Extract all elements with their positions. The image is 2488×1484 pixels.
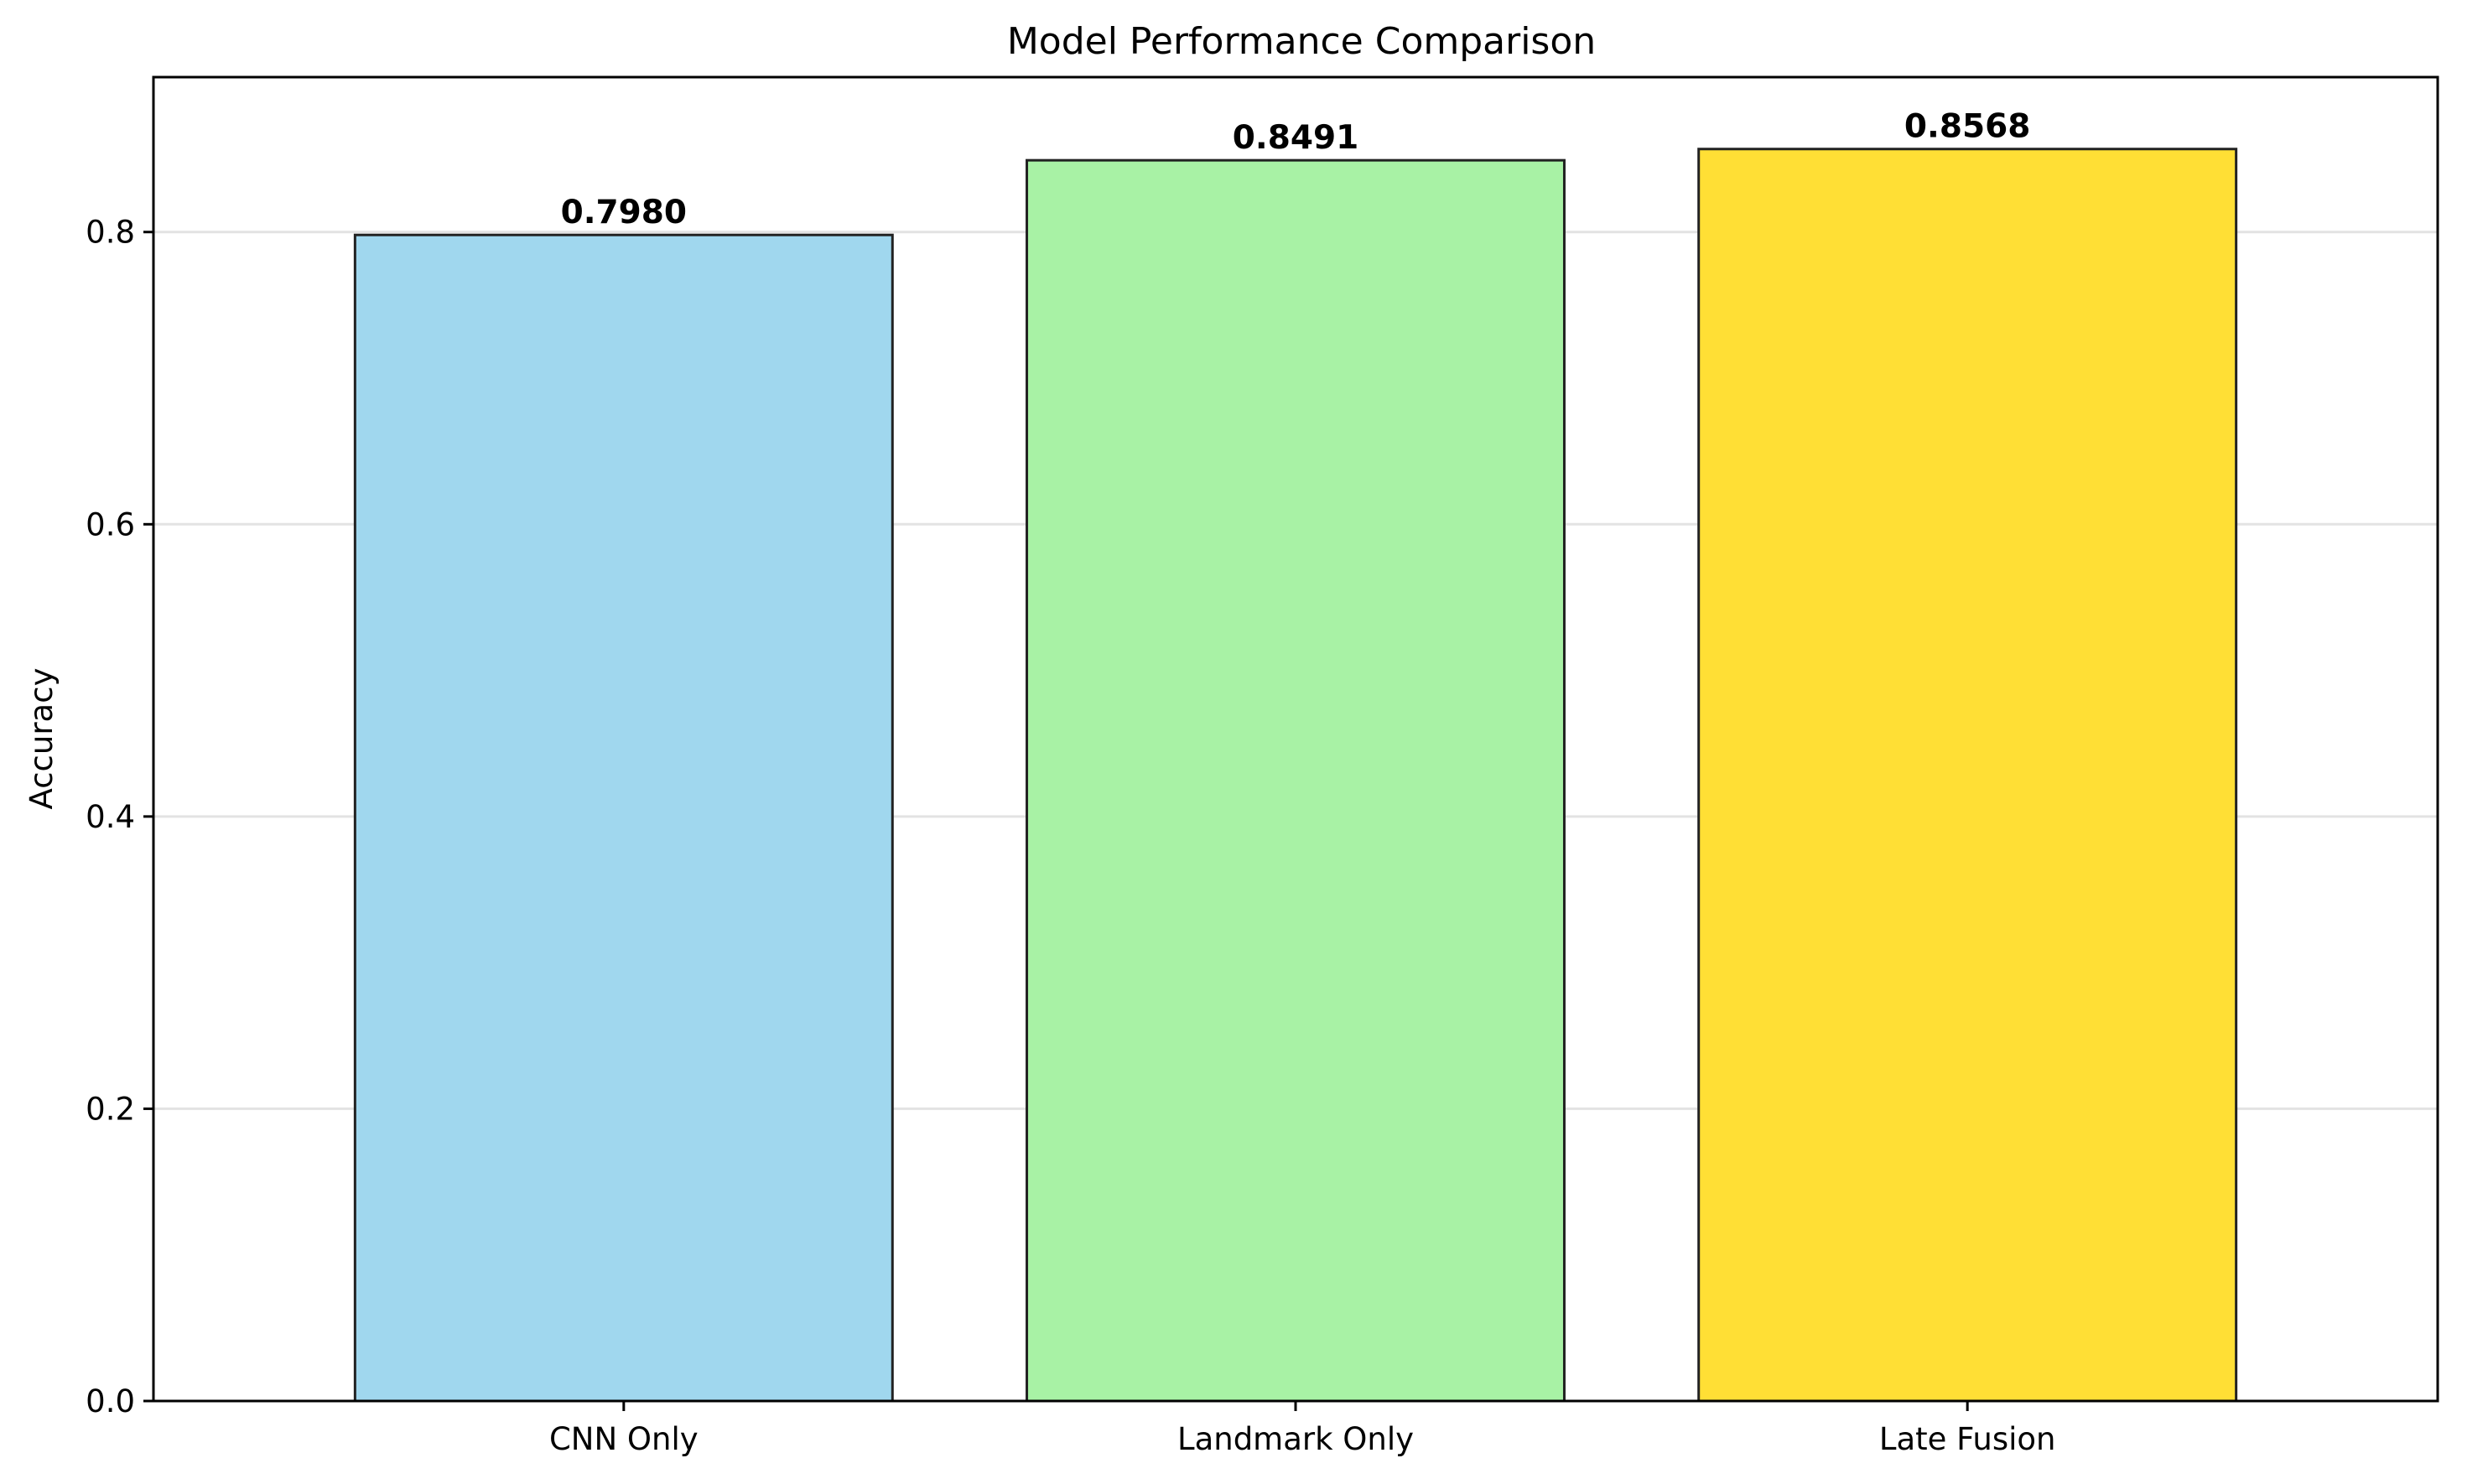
bars xyxy=(353,148,2238,1403)
y-tick-label: 0.2 xyxy=(86,1091,135,1127)
y-tick-label: 0.8 xyxy=(86,215,135,251)
y-axis: 0.0 0.2 0.4 0.6 0.8 xyxy=(86,215,153,1419)
bar-cnn-only xyxy=(353,233,894,1403)
x-axis: CNN Only Landmark Only Late Fusion xyxy=(549,1401,2056,1457)
y-tick-label: 0.0 xyxy=(86,1383,135,1419)
y-tick-label: 0.6 xyxy=(86,506,135,542)
bar-landmark-only xyxy=(1026,158,1566,1403)
x-tick-label: CNN Only xyxy=(549,1421,699,1457)
x-tick-label: Landmark Only xyxy=(1177,1421,1414,1457)
data-label: 0.7980 xyxy=(561,194,688,231)
data-label: 0.8491 xyxy=(1233,119,1359,157)
y-tick-label: 0.4 xyxy=(86,799,135,835)
x-tick-label: Late Fusion xyxy=(1879,1421,2056,1457)
data-label: 0.8568 xyxy=(1904,108,2031,146)
y-axis-label: Accuracy xyxy=(23,668,60,810)
data-labels: 0.7980 0.8491 0.8568 xyxy=(561,108,2031,231)
chart-title: Model Performance Comparison xyxy=(1007,20,1596,63)
bar-late-fusion xyxy=(1697,148,2238,1403)
